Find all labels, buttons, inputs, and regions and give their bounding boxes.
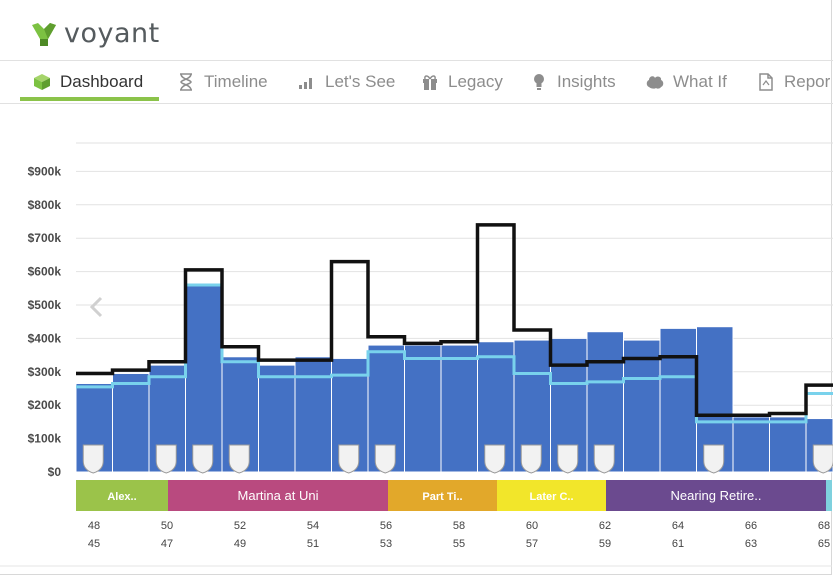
life-phase-segment[interactable] <box>606 480 826 511</box>
tab-label: Repor <box>784 72 831 91</box>
bar[interactable] <box>732 416 770 473</box>
x-tick-label-age-secondary: 59 <box>599 538 611 550</box>
main-nav: Dashboard Timeline Let's See Legacy Insi… <box>0 60 833 104</box>
y-tick-label: $900k <box>28 164 62 178</box>
bar[interactable] <box>404 344 442 473</box>
bar[interactable] <box>769 416 807 473</box>
goal-marker-icon[interactable] <box>520 444 542 474</box>
y-tick-label: $600k <box>28 265 62 279</box>
tab-legacy[interactable]: Legacy <box>420 61 503 103</box>
x-tick-label-age-primary: 54 <box>307 520 319 532</box>
goal-marker-icon[interactable] <box>484 444 506 474</box>
x-tick-label-age-secondary: 63 <box>745 538 757 550</box>
document-icon <box>756 72 776 92</box>
goal-marker-icon[interactable] <box>192 444 214 474</box>
x-tick-label-age-secondary: 45 <box>88 538 100 550</box>
chevron-left-icon[interactable] <box>89 296 103 318</box>
x-tick-label-age-primary: 56 <box>380 520 392 532</box>
brain-icon <box>645 72 665 92</box>
series-line-blue <box>76 283 833 424</box>
tab-label: Legacy <box>448 72 503 91</box>
goal-marker-icon[interactable] <box>82 444 104 474</box>
life-phase-segment[interactable] <box>826 480 832 511</box>
tab-insights[interactable]: Insights <box>529 61 616 103</box>
gift-icon <box>420 72 440 92</box>
bar[interactable] <box>440 344 478 473</box>
bar[interactable] <box>623 339 661 473</box>
y-tick-label: $200k <box>28 398 62 412</box>
bar[interactable] <box>185 284 223 473</box>
voyant-logo-icon <box>32 23 56 46</box>
active-tab-indicator <box>20 97 159 101</box>
life-phase-segment[interactable] <box>168 480 388 511</box>
bar[interactable] <box>294 356 332 473</box>
tab-reports[interactable]: Repor <box>756 61 830 103</box>
bar[interactable] <box>659 327 697 473</box>
y-tick-label: $0 <box>48 465 62 479</box>
series-line-black <box>76 223 833 417</box>
life-phase-segment[interactable] <box>497 480 606 511</box>
y-tick-label: $700k <box>28 231 62 245</box>
app-name: voyant <box>64 17 160 49</box>
x-tick-label-age-primary: 48 <box>88 520 100 532</box>
y-tick-label: $800k <box>28 198 62 212</box>
goal-marker-icon[interactable] <box>155 444 177 474</box>
life-phase-label: Martina at Uni <box>238 488 319 503</box>
tab-label: What If <box>673 72 727 91</box>
x-tick-label-age-secondary: 51 <box>307 538 319 550</box>
x-tick-label-age-secondary: 49 <box>234 538 246 550</box>
goal-marker-icon[interactable] <box>557 444 579 474</box>
x-tick-label-age-primary: 64 <box>672 520 684 532</box>
tab-lets-see[interactable]: Let's See <box>297 61 395 103</box>
x-tick-label-age-primary: 52 <box>234 520 246 532</box>
y-tick-label: $500k <box>28 298 62 312</box>
x-tick-label-age-secondary: 61 <box>672 538 684 550</box>
life-phase-segment[interactable] <box>388 480 497 511</box>
tab-what-if[interactable]: What If <box>645 61 727 103</box>
goal-marker-icon[interactable] <box>703 444 725 474</box>
life-phase-label: Alex.. <box>107 491 136 503</box>
tab-timeline[interactable]: Timeline <box>176 61 268 103</box>
goal-marker-icon[interactable] <box>374 444 396 474</box>
y-tick-label: $100k <box>28 432 62 446</box>
bar-chart-icon <box>297 72 317 92</box>
life-phase-label: Part Ti.. <box>422 491 462 503</box>
goal-marker-icon[interactable] <box>338 444 360 474</box>
bar[interactable] <box>112 372 150 473</box>
life-phase-label: Later C.. <box>529 491 573 503</box>
bar[interactable] <box>258 364 296 473</box>
tab-label: Dashboard <box>60 72 144 91</box>
hourglass-icon <box>176 72 196 92</box>
goal-marker-icon[interactable] <box>812 444 833 474</box>
lightbulb-icon <box>529 72 549 92</box>
x-tick-label-age-secondary: 53 <box>380 538 392 550</box>
goal-marker-icon[interactable] <box>593 444 615 474</box>
tab-dashboard[interactable]: Dashboard <box>32 61 143 103</box>
x-tick-label-age-primary: 62 <box>599 520 611 532</box>
tab-label: Let's See <box>325 72 396 91</box>
goal-marker-icon[interactable] <box>228 444 250 474</box>
life-phase-label: Nearing Retire.. <box>670 488 761 503</box>
x-tick-label-age-secondary: 55 <box>453 538 465 550</box>
logo: voyant <box>30 16 160 50</box>
x-tick-label-age-secondary: 47 <box>161 538 173 550</box>
x-tick-label-age-primary: 50 <box>161 520 173 532</box>
tab-label: Timeline <box>204 72 268 91</box>
x-tick-label-age-primary: 68 <box>818 520 830 532</box>
y-tick-label: $400k <box>28 331 62 345</box>
x-tick-label-age-secondary: 65 <box>818 538 830 550</box>
x-tick-label-age-primary: 60 <box>526 520 538 532</box>
x-tick-label-age-secondary: 57 <box>526 538 538 550</box>
x-tick-label-age-primary: 66 <box>745 520 757 532</box>
y-tick-label: $300k <box>28 365 62 379</box>
x-tick-label-age-primary: 58 <box>453 520 465 532</box>
cube-icon <box>32 72 52 92</box>
life-phase-segment[interactable] <box>76 480 168 511</box>
tab-label: Insights <box>557 72 616 91</box>
